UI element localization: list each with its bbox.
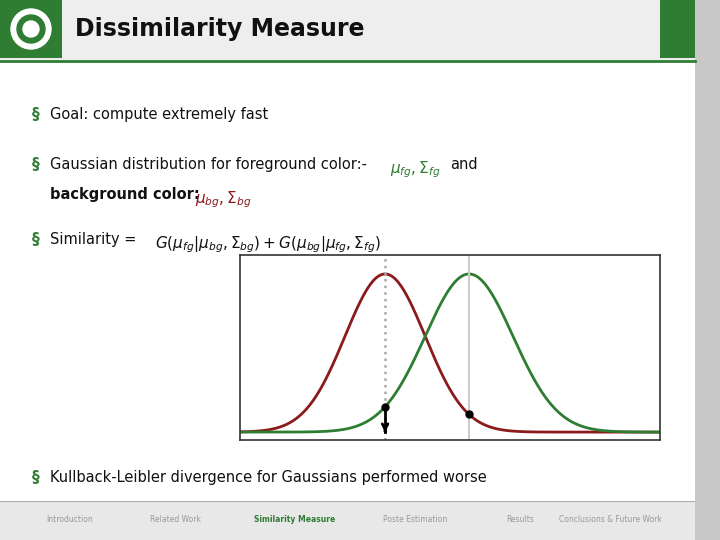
Bar bbox=[0, 501, 695, 502]
Circle shape bbox=[11, 9, 51, 49]
Text: Gaussian distribution for foreground color:-: Gaussian distribution for foreground col… bbox=[50, 157, 372, 172]
Text: Results: Results bbox=[506, 516, 534, 524]
Text: §: § bbox=[32, 107, 40, 122]
Text: $\mu_{fg}, \Sigma_{fg}$: $\mu_{fg}, \Sigma_{fg}$ bbox=[390, 159, 441, 180]
Bar bbox=[660, 0, 695, 58]
Text: Conclusions & Future Work: Conclusions & Future Work bbox=[559, 516, 662, 524]
Text: Goal: compute extremely fast: Goal: compute extremely fast bbox=[50, 107, 269, 122]
Text: Poste Estimation: Poste Estimation bbox=[383, 516, 447, 524]
Text: Introduction: Introduction bbox=[47, 516, 94, 524]
Text: background color:: background color: bbox=[50, 187, 210, 202]
Text: Dissimilarity Measure: Dissimilarity Measure bbox=[75, 17, 364, 41]
Circle shape bbox=[23, 21, 39, 37]
Text: §: § bbox=[32, 232, 40, 247]
Text: §: § bbox=[32, 470, 40, 485]
Bar bbox=[0, 0, 695, 60]
Text: $G(\mu_{fg}|\mu_{bg}, \Sigma_{bg}) + G(\mu_{bg}|\mu_{fg}, \Sigma_{fg})$: $G(\mu_{fg}|\mu_{bg}, \Sigma_{bg}) + G(\… bbox=[155, 234, 381, 254]
Circle shape bbox=[17, 15, 45, 43]
Bar bbox=[0, 0, 62, 58]
Text: Similarity Measure: Similarity Measure bbox=[254, 516, 336, 524]
Text: Kullback-Leibler divergence for Gaussians performed worse: Kullback-Leibler divergence for Gaussian… bbox=[50, 470, 487, 485]
Text: Related Work: Related Work bbox=[150, 516, 200, 524]
Text: Similarity =: Similarity = bbox=[50, 232, 141, 247]
Text: $\mu_{bg}, \Sigma_{bg}$: $\mu_{bg}, \Sigma_{bg}$ bbox=[195, 189, 251, 210]
Text: and: and bbox=[450, 157, 477, 172]
Text: §: § bbox=[32, 157, 40, 172]
Bar bbox=[695, 0, 720, 540]
